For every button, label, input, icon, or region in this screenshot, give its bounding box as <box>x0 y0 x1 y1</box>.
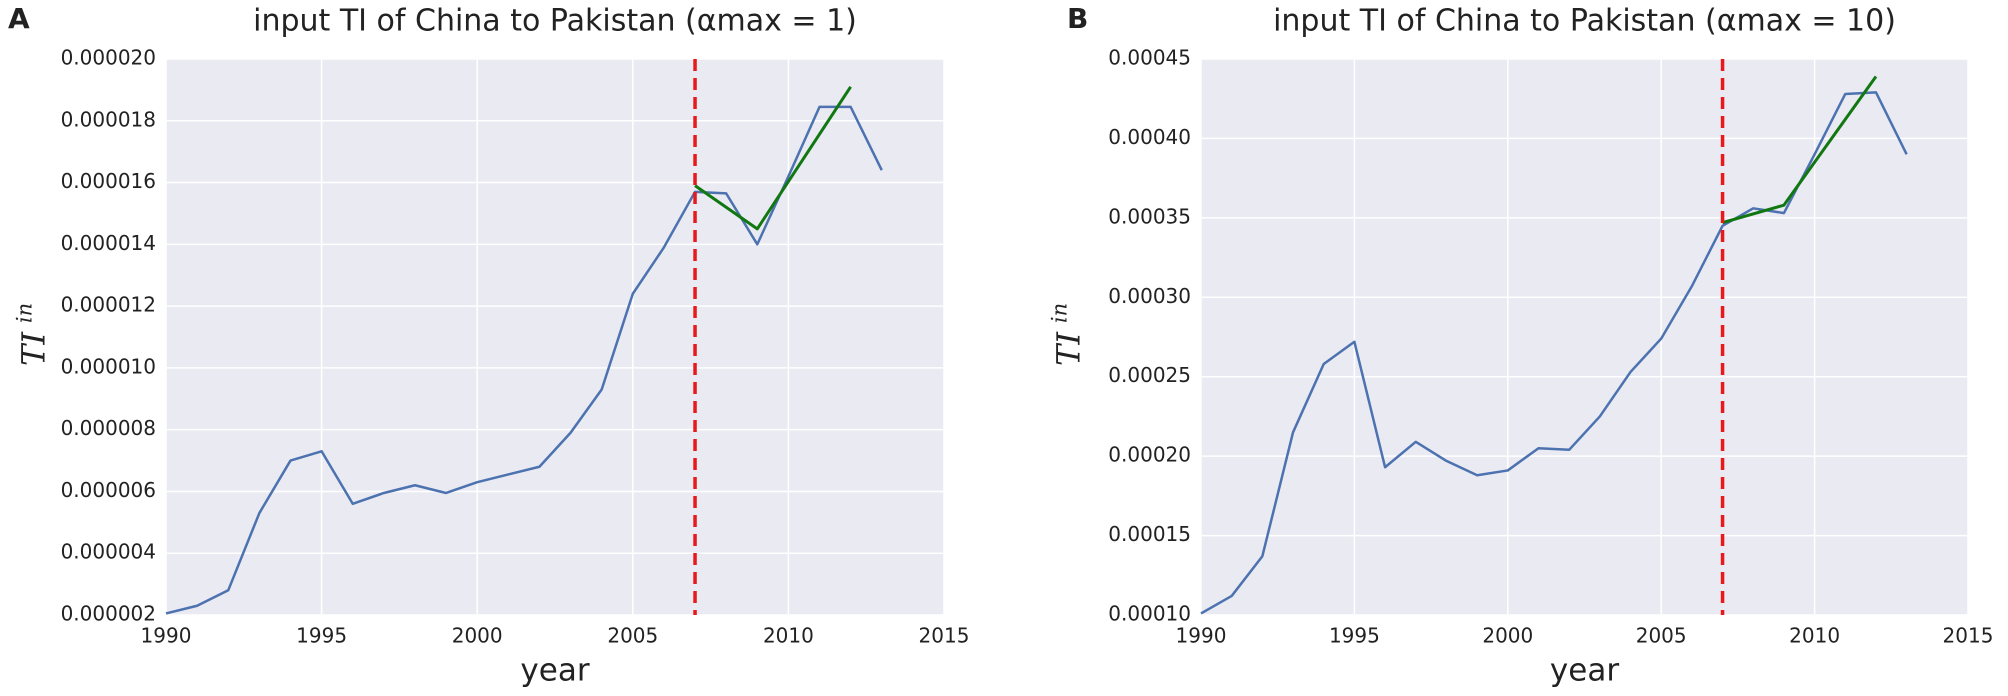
data-line <box>1200 91 1908 615</box>
y-tick-label: 0.000014 <box>61 231 156 255</box>
y-tick-label: 0.000012 <box>61 293 156 317</box>
x-tick-label: 1995 <box>1329 624 1380 648</box>
y-tick-label: 0.00045 <box>1108 46 1191 70</box>
y-tick-label: 0.000018 <box>61 107 156 131</box>
chart-title: input TI of China to Pakistan (αmax = 10… <box>1273 4 1896 39</box>
plot-area <box>166 59 944 615</box>
y-axis-label: TI <box>15 331 53 366</box>
x-tick-label: 2010 <box>763 624 814 648</box>
y-axis-label-group: TI in <box>1048 303 1088 366</box>
plot-area <box>1201 59 1968 615</box>
y-axis-label: TI <box>1050 331 1088 366</box>
y-tick-label: 0.00030 <box>1108 284 1191 308</box>
x-tick-label: 1990 <box>141 624 192 648</box>
x-tick-label: 2010 <box>1789 624 1840 648</box>
data-line <box>165 105 883 615</box>
fit-line <box>694 85 852 231</box>
x-axis-label: year <box>1550 653 1619 689</box>
y-tick-label: 0.00010 <box>1108 602 1191 626</box>
y-tick-label: 0.00015 <box>1108 522 1191 546</box>
chart-title: input TI of China to Pakistan (αmax = 1) <box>253 4 857 39</box>
x-tick-label: 1995 <box>296 624 347 648</box>
x-tick-label: 2000 <box>1482 624 1533 648</box>
fit-line <box>1722 75 1878 225</box>
y-tick-label: 0.000016 <box>61 169 156 193</box>
y-tick-label: 0.000004 <box>61 540 156 564</box>
panel-label: A <box>8 2 30 35</box>
panel-label: B <box>1067 2 1088 35</box>
y-tick-label: 0.00040 <box>1108 125 1191 149</box>
y-tick-label: 0.000006 <box>61 478 156 502</box>
x-tick-label: 2015 <box>1943 624 1994 648</box>
x-tick-label: 2005 <box>607 624 658 648</box>
y-tick-label: 0.000008 <box>61 416 156 440</box>
y-axis-label-superscript: in <box>1048 303 1072 323</box>
x-tick-label: 1990 <box>1176 624 1227 648</box>
x-tick-label: 2000 <box>452 624 503 648</box>
y-tick-label: 0.00025 <box>1108 363 1191 387</box>
y-tick-label: 0.00035 <box>1108 204 1191 228</box>
y-axis-label-superscript: in <box>13 303 37 323</box>
x-tick-label: 2015 <box>919 624 970 648</box>
y-tick-label: 0.00020 <box>1108 443 1191 467</box>
x-tick-label: 2005 <box>1636 624 1687 648</box>
x-axis-label: year <box>520 653 589 689</box>
y-tick-label: 0.000002 <box>61 602 156 626</box>
y-tick-label: 0.000020 <box>61 46 156 70</box>
y-tick-label: 0.000010 <box>61 354 156 378</box>
y-axis-label-group: TI in <box>13 303 53 366</box>
